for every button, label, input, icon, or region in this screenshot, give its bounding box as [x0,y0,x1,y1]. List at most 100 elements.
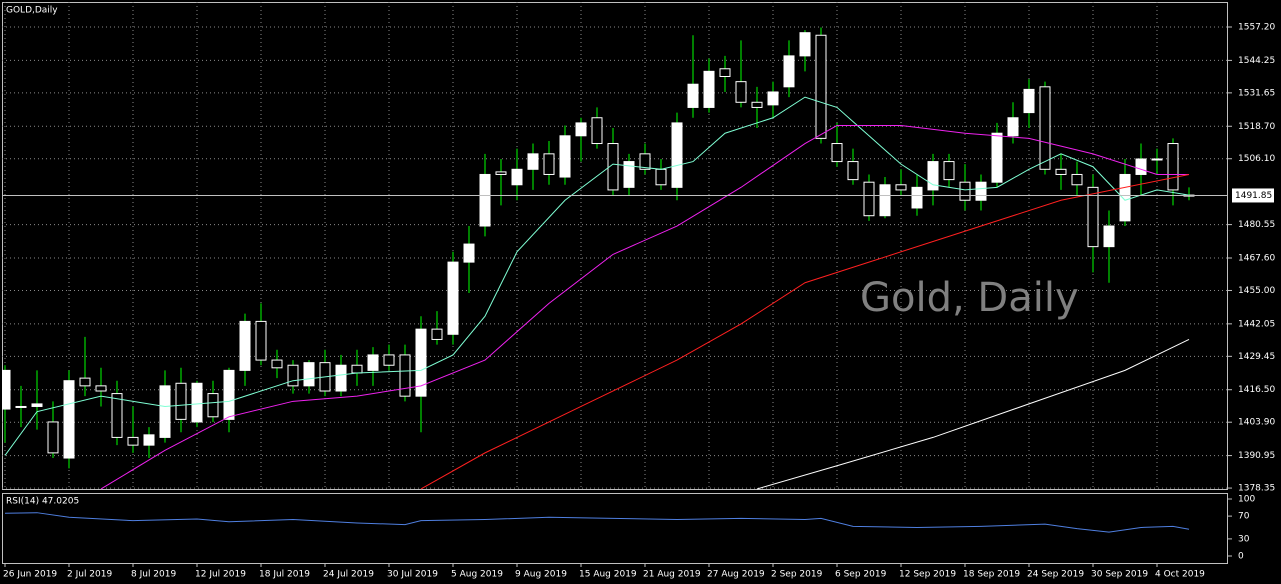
candle-body [31,403,43,407]
candle-body [895,184,907,191]
y-tick-label: 1416.50 [1238,385,1275,395]
candle-body [1103,225,1115,248]
candle-body [2,369,11,410]
candle-body [159,385,171,438]
y-tick-label: 1442.05 [1238,319,1275,329]
price-label: 1491.85 [1235,191,1272,201]
candle-body [527,153,539,170]
candle-body [591,117,603,145]
candle-body [399,354,411,397]
candle-body [303,362,315,387]
candle-body [47,421,59,454]
rsi-title: RSI(14) 47.0205 [6,497,79,507]
candle-body [655,168,667,186]
candle-body [911,186,923,209]
y-tick-label: 1390.95 [1238,451,1275,461]
y-tick-label: 1455.00 [1238,286,1275,296]
candle-body [863,181,875,217]
candle-body [15,405,27,408]
candle-body [991,132,1003,183]
y-tick-label: 1429.45 [1238,352,1275,362]
main-frame [2,2,1228,490]
candle-body [1055,168,1067,175]
candle-body [255,320,267,361]
candle-body [543,153,555,175]
x-tick-label: 18 Jul 2019 [259,570,310,580]
x-tick-label: 30 Sep 2019 [1091,570,1148,580]
price-label-box [1232,188,1274,203]
candle-body [63,380,75,459]
x-tick-label: 5 Aug 2019 [451,570,503,580]
candle-body [1151,158,1163,161]
candle-body [783,55,795,88]
x-tick-label: 21 Aug 2019 [643,570,701,580]
candle-body [607,143,619,191]
candle-body [815,34,827,139]
candle-body [191,382,203,423]
candle-body [79,377,91,387]
indicator-line [4,512,1190,533]
y-tick-label: 30 [1238,534,1250,544]
candle-body [831,143,843,163]
candle-body [879,184,891,217]
indicator-line [100,124,1189,490]
y-tick-label: 1467.60 [1238,253,1275,263]
y-tick-label: 1531.65 [1238,88,1275,98]
candle-body [207,393,219,418]
y-tick-label: 1378.35 [1238,484,1275,494]
candle-body [623,161,635,188]
x-tick-label: 12 Jul 2019 [195,570,246,580]
indicator-line [756,338,1190,490]
candle-body [719,68,731,78]
candle-body [975,181,987,201]
candle-body [943,161,955,181]
candle-body [175,382,187,420]
y-tick-label: 1557.20 [1238,23,1275,33]
y-tick-label: 70 [1238,512,1250,522]
candle-body [847,161,859,181]
candle-body [367,354,379,371]
chart-title: GOLD,Daily [6,6,58,16]
indicator-line [4,96,1190,456]
y-tick-label: 1506.10 [1238,154,1275,164]
x-tick-label: 30 Jul 2019 [387,570,438,580]
x-tick-label: 2 Sep 2019 [771,570,823,580]
candle-body [511,168,523,186]
x-tick-label: 6 Sep 2019 [835,570,887,580]
candle-body [335,364,347,392]
candle-body [1119,173,1131,222]
candle-body [95,385,107,392]
x-tick-label: 24 Sep 2019 [1027,570,1084,580]
candle-body [463,243,475,263]
candle-body [927,161,939,191]
y-tick-label: 1518.70 [1238,122,1275,132]
x-tick-label: 8 Jul 2019 [131,570,176,580]
candle-body [1087,186,1099,248]
candle-body [479,173,491,227]
candle-body [575,122,587,137]
candle-body [287,364,299,387]
candle-body [959,181,971,201]
rsi-frame [2,493,1228,564]
candle-body [383,354,395,366]
x-tick-label: 15 Aug 2019 [579,570,637,580]
plot-area [4,512,1190,533]
x-tick-label: 12 Sep 2019 [899,570,956,580]
x-tick-label: 2 Jul 2019 [67,570,112,580]
x-tick-label: 26 Jun 2019 [3,570,57,580]
candle-body [1023,88,1035,114]
candle-body [1167,143,1179,191]
watermark: Gold, Daily [860,275,1079,321]
y-tick-label: 1403.90 [1238,418,1275,428]
candle-body [751,101,763,108]
candle-body [447,261,459,335]
y-tick-label: 100 [1238,495,1255,505]
candle-body [1039,86,1051,170]
candle-body [239,320,251,371]
candle-body [1071,173,1083,186]
candle-body [223,369,235,420]
candle-body [495,171,507,175]
x-tick-label: 9 Aug 2019 [515,570,567,580]
